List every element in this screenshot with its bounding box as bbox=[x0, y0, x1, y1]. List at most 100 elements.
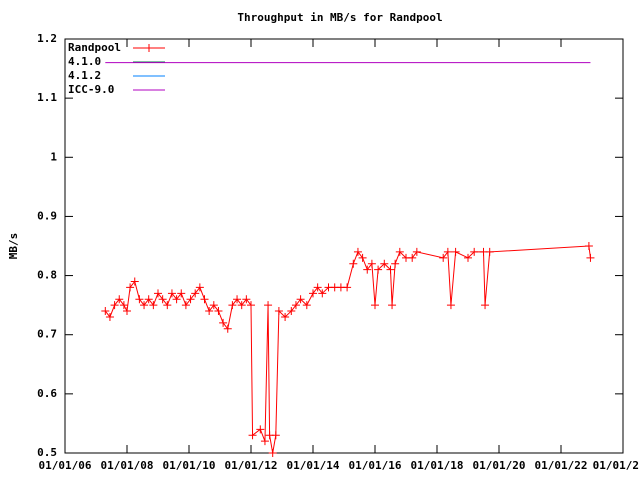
x-tick-label: 01/01/10 bbox=[163, 459, 216, 472]
point-marker bbox=[123, 307, 131, 316]
point-marker bbox=[313, 283, 322, 292]
point-marker bbox=[349, 259, 358, 268]
point-marker bbox=[443, 247, 452, 256]
x-tick-label: 01/01/16 bbox=[349, 459, 402, 472]
point-marker bbox=[439, 253, 448, 262]
point-marker bbox=[391, 259, 400, 268]
point-marker bbox=[363, 265, 372, 274]
point-marker bbox=[371, 301, 379, 310]
y-tick-label: 0.6 bbox=[37, 387, 57, 400]
point-marker bbox=[343, 283, 352, 292]
point-marker bbox=[144, 295, 153, 304]
point-marker bbox=[105, 312, 114, 321]
point-marker bbox=[163, 301, 172, 310]
y-tick-label: 0.9 bbox=[37, 209, 57, 222]
point-marker bbox=[237, 301, 246, 310]
point-marker bbox=[242, 295, 251, 304]
x-tick-label: 01/01/12 bbox=[225, 459, 278, 472]
point-marker bbox=[228, 301, 237, 310]
point-marker bbox=[318, 289, 327, 298]
point-marker bbox=[291, 301, 300, 310]
point-marker bbox=[205, 307, 214, 316]
y-axis-label: MB/s bbox=[7, 233, 20, 260]
point-marker bbox=[223, 324, 232, 333]
legend-label: 4.1.0 bbox=[68, 55, 101, 68]
point-marker bbox=[209, 301, 218, 310]
legend-label: 4.1.2 bbox=[68, 69, 101, 82]
point-marker bbox=[412, 247, 421, 256]
point-marker bbox=[172, 295, 181, 304]
point-marker bbox=[470, 247, 479, 256]
point-marker bbox=[247, 301, 255, 310]
point-marker bbox=[158, 295, 167, 304]
point-marker bbox=[485, 247, 494, 256]
x-tick-label: 01/01/20 bbox=[473, 459, 526, 472]
y-tick-label: 0.8 bbox=[37, 269, 57, 282]
point-marker bbox=[408, 253, 417, 262]
point-marker bbox=[268, 449, 277, 457]
legend-label: ICC-9.0 bbox=[68, 83, 114, 96]
y-tick-label: 1.2 bbox=[37, 32, 57, 45]
point-marker bbox=[219, 318, 228, 327]
point-marker bbox=[380, 259, 389, 268]
point-marker bbox=[256, 425, 265, 434]
y-tick-label: 1.1 bbox=[37, 91, 57, 104]
point-marker bbox=[140, 301, 149, 310]
point-marker bbox=[177, 289, 186, 298]
point-marker bbox=[395, 247, 404, 256]
point-marker bbox=[214, 307, 223, 316]
point-marker bbox=[126, 283, 135, 292]
point-marker bbox=[101, 307, 110, 316]
point-marker bbox=[233, 295, 242, 304]
point-marker bbox=[374, 265, 383, 274]
point-marker bbox=[481, 301, 490, 310]
point-marker bbox=[191, 289, 200, 298]
point-marker bbox=[296, 295, 305, 304]
x-tick-label: 01/01/18 bbox=[411, 459, 464, 472]
plot-frame bbox=[64, 38, 624, 454]
point-marker bbox=[119, 301, 128, 310]
chart-title: Throughput in MB/s for Randpool bbox=[237, 11, 442, 24]
point-marker bbox=[302, 301, 311, 310]
y-tick-label: 1 bbox=[50, 150, 57, 163]
x-tick-label: 01/01/14 bbox=[287, 459, 340, 472]
legend-marker bbox=[145, 44, 153, 52]
point-marker bbox=[271, 431, 280, 440]
point-marker bbox=[281, 312, 290, 321]
point-marker bbox=[130, 277, 139, 286]
point-marker bbox=[110, 301, 119, 310]
point-marker bbox=[451, 247, 460, 256]
x-tick-label: 01/01/22 bbox=[535, 459, 588, 472]
point-marker bbox=[248, 431, 257, 440]
point-marker bbox=[181, 301, 190, 310]
point-marker bbox=[287, 307, 296, 316]
point-marker bbox=[260, 437, 269, 446]
point-marker bbox=[386, 265, 395, 274]
point-marker bbox=[167, 289, 176, 298]
point-marker bbox=[464, 253, 472, 262]
legend-label: Randpool bbox=[68, 41, 121, 54]
point-marker bbox=[149, 301, 158, 310]
x-tick-label: 01/01/06 bbox=[39, 459, 92, 472]
x-tick-label: 01/01/08 bbox=[101, 459, 154, 472]
point-marker bbox=[358, 253, 367, 262]
point-marker bbox=[154, 289, 162, 298]
point-marker bbox=[115, 295, 124, 304]
point-marker bbox=[309, 289, 317, 298]
y-tick-label: 0.7 bbox=[37, 328, 57, 341]
x-tick-label: 01/01/2 bbox=[593, 459, 639, 472]
point-marker bbox=[584, 242, 593, 250]
point-marker bbox=[353, 247, 362, 256]
point-marker bbox=[200, 295, 209, 304]
point-marker bbox=[586, 253, 595, 262]
y-tick-label: 0.5 bbox=[37, 446, 57, 459]
point-marker bbox=[388, 301, 397, 310]
point-marker bbox=[274, 307, 283, 316]
point-marker bbox=[367, 259, 376, 268]
point-marker bbox=[195, 283, 204, 292]
point-marker bbox=[264, 301, 273, 310]
point-marker bbox=[135, 295, 144, 304]
